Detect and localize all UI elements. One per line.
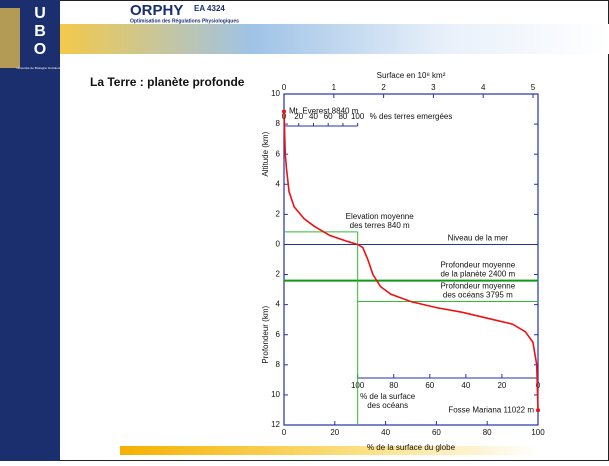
y-tick-label: 10 (271, 89, 280, 98)
slide-border (0, 0, 609, 461)
reference-label: Profondeur moyenne (440, 261, 515, 270)
point-label: Mt. Everest 8840 m (289, 107, 359, 116)
x-axis-label: % de la surface du globe (367, 443, 456, 452)
y-tick-label: 10 (271, 390, 280, 399)
slide: U B O Université de Bretagne Occidentale… (0, 0, 609, 461)
reference-label: des océans 3795 m (443, 291, 513, 300)
reference-label: Elevation moyenne (346, 212, 415, 221)
y-axis-label: Altitude (km) (261, 131, 270, 176)
y-tick-label: 12 (271, 420, 280, 429)
y-tick-label: 8 (276, 119, 281, 128)
header-code: EA 4324 (194, 4, 225, 13)
ocean-axis-tick-label: 20 (497, 381, 506, 390)
reference-label: de la planète 2400 m (440, 270, 515, 279)
page: U B O Université de Bretagne Occidentale… (0, 0, 609, 466)
footer-banner (120, 446, 540, 455)
y-tick-label: 2 (276, 270, 281, 279)
y-tick-label: 0 (276, 240, 281, 249)
x-tick-label: 80 (483, 428, 492, 437)
logo-letter: U (34, 5, 46, 22)
logo-decoration (0, 8, 20, 68)
ocean-axis-tick-label: 40 (461, 381, 470, 390)
y-tick-label: 6 (276, 149, 281, 158)
x2-tick-label: 5 (531, 83, 536, 92)
x2-tick-label: 2 (381, 83, 386, 92)
x-tick-label: 0 (282, 428, 287, 437)
ocean-axis-tick-label: 60 (425, 381, 434, 390)
y-tick-label: 4 (276, 300, 281, 309)
ocean-axis-tick-label: 80 (389, 381, 398, 390)
point-marker (282, 109, 286, 113)
y-tick-label: 2 (276, 209, 281, 218)
y-tick-label: 8 (276, 360, 281, 369)
ocean-axis-label: % de la surface (360, 392, 416, 401)
land-axis-label: % des terres emergées (370, 112, 453, 121)
x2-tick-label: 3 (431, 83, 436, 92)
point-label: Fosse Mariana 11022 m (448, 405, 534, 414)
x2-tick-label: 4 (481, 83, 486, 92)
reference-label: des terres 840 m (350, 221, 410, 230)
x-tick-label: 60 (432, 428, 441, 437)
ocean-axis-label: des océans (367, 401, 408, 410)
point-marker (536, 408, 540, 412)
logo-letter: B (34, 23, 46, 40)
x2-tick-label: 1 (332, 83, 337, 92)
y-axis-label: Profondeur (km) (261, 305, 270, 363)
y-tick-label: 6 (276, 330, 281, 339)
slide-title: La Terre : planète profonde (90, 75, 245, 89)
x-tick-label: 100 (531, 428, 545, 437)
logo-caption: Université de Bretagne Occidentale (16, 66, 64, 70)
header-banner (60, 24, 609, 54)
header-subtitle: Optimisation des Régulations Physiologiq… (130, 18, 239, 24)
reference-label: Niveau de la mer (448, 234, 509, 243)
x-tick-label: 40 (381, 428, 390, 437)
y-tick-label: 4 (276, 179, 281, 188)
reference-label: Profondeur moyenne (440, 282, 515, 291)
x2-tick-label: 0 (282, 83, 287, 92)
x-tick-label: 20 (330, 428, 339, 437)
logo-letter: O (34, 41, 46, 58)
header-title: ORPHY (130, 2, 183, 19)
x2-axis-label: Surface en 10⁸ km² (377, 71, 446, 80)
